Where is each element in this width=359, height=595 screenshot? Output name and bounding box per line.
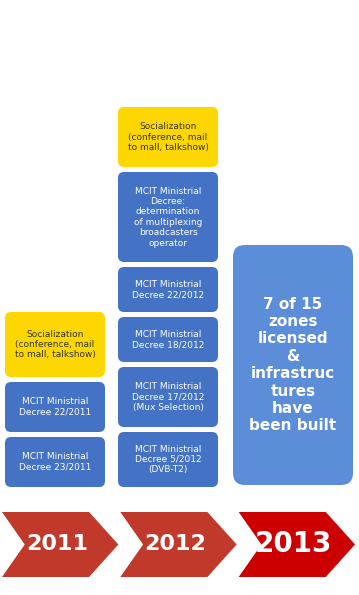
Text: 2013: 2013 [255,531,332,559]
Text: Socialization
(conference, mail
to mall, talkshow): Socialization (conference, mail to mall,… [127,122,209,152]
Text: MCIT Ministrial
Decree 23/2011: MCIT Ministrial Decree 23/2011 [19,452,91,472]
Text: MCIT Ministrial
Decree 18/2012: MCIT Ministrial Decree 18/2012 [132,330,204,349]
FancyBboxPatch shape [118,107,218,167]
FancyBboxPatch shape [118,432,218,487]
Text: 7 of 15
zones
licensed
&
infrastruc
tures
have
been built: 7 of 15 zones licensed & infrastruc ture… [250,296,337,433]
FancyBboxPatch shape [5,437,105,487]
FancyBboxPatch shape [118,317,218,362]
FancyBboxPatch shape [118,267,218,312]
FancyBboxPatch shape [118,367,218,427]
Polygon shape [2,512,118,577]
FancyBboxPatch shape [5,312,105,377]
Text: 2011: 2011 [26,534,88,555]
FancyBboxPatch shape [233,245,353,485]
Text: 2012: 2012 [144,534,206,555]
Text: MCIT Ministrial
Decree 5/2012
(DVB-T2): MCIT Ministrial Decree 5/2012 (DVB-T2) [135,444,201,474]
Text: MCIT Ministrial
Decree:
determination
of multiplexing
broadcasters
operator: MCIT Ministrial Decree: determination of… [134,186,202,248]
FancyBboxPatch shape [118,172,218,262]
Polygon shape [239,512,355,577]
Text: MCIT Ministrial
Decree 17/2012
(Mux Selection): MCIT Ministrial Decree 17/2012 (Mux Sele… [132,382,204,412]
FancyBboxPatch shape [5,382,105,432]
Text: MCIT Ministrial
Decree 22/2012: MCIT Ministrial Decree 22/2012 [132,280,204,299]
Polygon shape [120,512,237,577]
Text: MCIT Ministrial
Decree 22/2011: MCIT Ministrial Decree 22/2011 [19,397,91,416]
Text: Socialization
(conference, mail
to mall, talkshow): Socialization (conference, mail to mall,… [15,330,95,359]
